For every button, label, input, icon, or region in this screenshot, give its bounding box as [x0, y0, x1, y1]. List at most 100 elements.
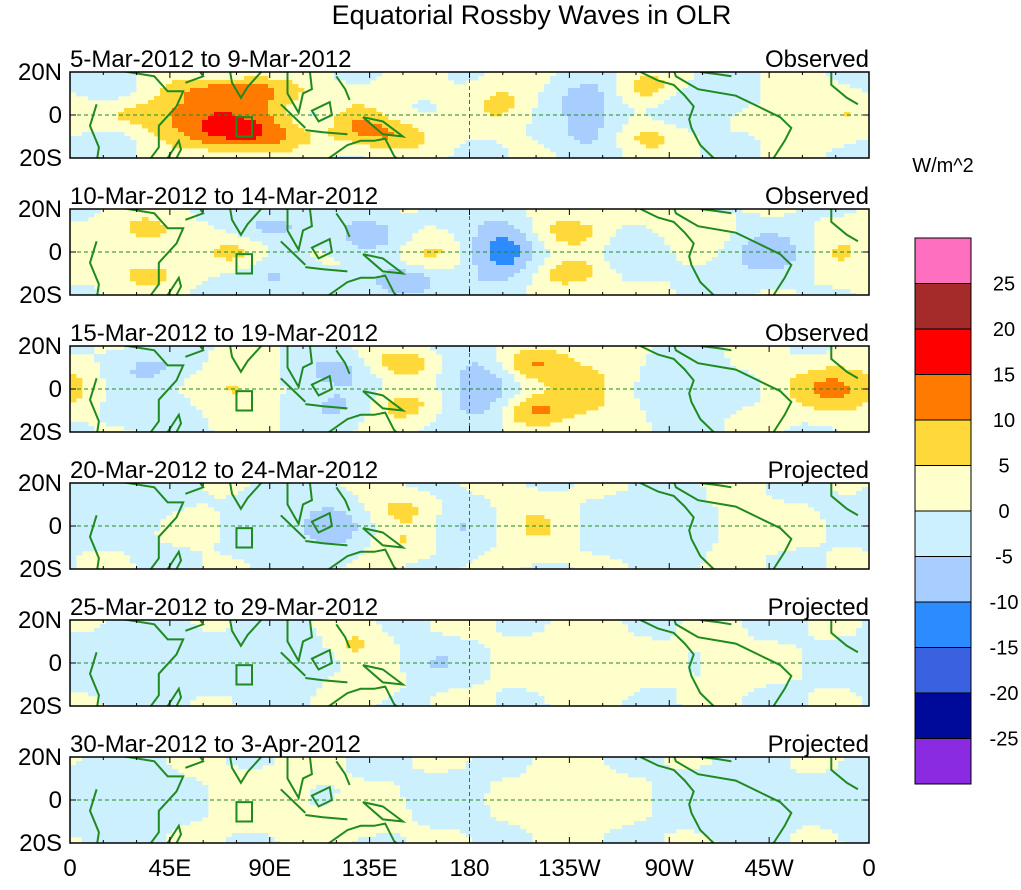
anomaly-cell: [190, 88, 197, 93]
anomaly-cell: [550, 410, 557, 415]
anomaly-cell: [592, 128, 599, 133]
anomaly-cell: [406, 265, 413, 270]
anomaly-cell: [604, 124, 611, 129]
anomaly-cell: [472, 346, 479, 351]
anomaly-cell: [70, 382, 77, 387]
anomaly-cell: [484, 225, 491, 230]
anomaly-cell: [394, 120, 401, 125]
anomaly-cell: [394, 233, 401, 238]
anomaly-cell: [214, 88, 221, 93]
anomaly-cell: [436, 269, 443, 274]
anomaly-cell: [508, 241, 515, 246]
anomaly-cell: [670, 253, 677, 258]
anomaly-cell: [292, 418, 299, 423]
anomaly-cell: [496, 281, 503, 286]
anomaly-cell: [550, 374, 557, 379]
arabia-coast: [185, 209, 205, 221]
anomaly-cell: [394, 261, 401, 266]
anomaly-cell: [526, 281, 533, 286]
anomaly-cell: [340, 426, 347, 431]
anomaly-cell: [304, 253, 311, 258]
anomaly-cell: [148, 426, 155, 431]
anomaly-cell: [214, 124, 221, 129]
anomaly-cell: [586, 374, 593, 379]
anomaly-cell: [346, 80, 353, 85]
anomaly-cell: [334, 245, 341, 250]
anomaly-cell: [718, 350, 725, 355]
anomaly-cell: [232, 120, 239, 125]
anomaly-cell: [700, 293, 707, 295]
anomaly-cell: [796, 257, 803, 262]
anomaly-cell: [520, 277, 527, 282]
anomaly-cell: [448, 358, 455, 363]
anomaly-cell: [550, 116, 557, 121]
anomaly-cell: [226, 281, 233, 286]
anomaly-cell: [736, 148, 743, 153]
anomaly-cell: [736, 209, 743, 214]
anomaly-cell: [562, 156, 569, 158]
anomaly-cell: [136, 382, 143, 387]
anomaly-cell: [448, 350, 455, 355]
anomaly-cell: [76, 152, 83, 157]
anomaly-cell: [316, 217, 323, 222]
anomaly-cell: [214, 132, 221, 137]
anomaly-cell: [196, 112, 203, 117]
anomaly-cell: [70, 72, 77, 77]
anomaly-cell: [772, 253, 779, 258]
anomaly-cell: [346, 136, 353, 141]
anomaly-cell: [346, 410, 353, 415]
anomaly-cell: [184, 418, 191, 423]
anomaly-cell: [322, 269, 329, 274]
anomaly-cell: [484, 152, 491, 157]
anomaly-cell: [346, 72, 353, 77]
anomaly-cell: [394, 410, 401, 415]
anomaly-cell: [502, 394, 509, 399]
anomaly-cell: [430, 289, 437, 294]
anomaly-cell: [610, 144, 617, 149]
anomaly-cell: [256, 140, 263, 145]
anomaly-cell: [226, 128, 233, 133]
anomaly-cell: [226, 386, 233, 391]
anomaly-cell: [112, 92, 119, 97]
anomaly-cell: [94, 72, 101, 77]
anomaly-cell: [322, 241, 329, 246]
anomaly-cell: [106, 96, 113, 101]
anomaly-cell: [412, 273, 419, 278]
anomaly-cell: [256, 108, 263, 113]
anomaly-cell: [682, 386, 689, 391]
anomaly-cell: [640, 233, 647, 238]
anomaly-cell: [274, 241, 281, 246]
anomaly-cell: [568, 152, 575, 157]
anomaly-cell: [766, 273, 773, 278]
anomaly-cell: [394, 293, 401, 295]
anomaly-cell: [346, 257, 353, 262]
anomaly-cell: [328, 366, 335, 371]
anomaly-cell: [406, 289, 413, 294]
anomaly-cell: [244, 92, 251, 97]
anomaly-cell: [124, 378, 131, 383]
anomaly-cell: [346, 402, 353, 407]
anomaly-cell: [484, 221, 491, 226]
anomaly-cell: [358, 281, 365, 286]
anomaly-cell: [550, 144, 557, 149]
anomaly-cell: [340, 390, 347, 395]
anomaly-cell: [106, 148, 113, 153]
anomaly-cell: [790, 269, 797, 274]
anomaly-cell: [346, 237, 353, 242]
anomaly-cell: [232, 124, 239, 129]
anomaly-cell: [232, 217, 239, 222]
anomaly-cell: [652, 112, 659, 117]
anomaly-cell: [562, 148, 569, 153]
anomaly-cell: [358, 249, 365, 254]
anomaly-cell: [274, 100, 281, 105]
anomaly-cell: [274, 84, 281, 89]
anomaly-cell: [538, 108, 545, 113]
anomaly-cell: [748, 148, 755, 153]
anomaly-cell: [496, 221, 503, 226]
anomaly-cell: [166, 84, 173, 89]
anomaly-cell: [256, 112, 263, 117]
anomaly-cell: [256, 225, 263, 230]
anomaly-cell: [298, 422, 305, 427]
anomaly-cell: [628, 269, 635, 274]
anomaly-cell: [784, 265, 791, 270]
